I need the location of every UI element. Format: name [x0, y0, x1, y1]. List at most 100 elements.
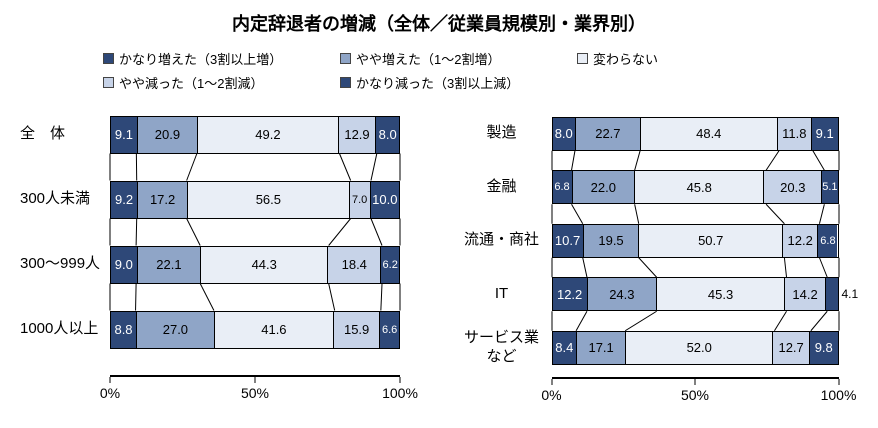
bar-segment: 6.8 [817, 224, 838, 257]
bar-segment: 50.7 [638, 224, 783, 257]
bar-segment: 8.8 [111, 311, 137, 348]
bar-segment: 9.8 [808, 331, 838, 364]
category-label: サービス業など [463, 329, 539, 365]
chart-row: 全 体 9.1 20.9 49.2 12.9 8.0 [14, 102, 440, 167]
category-label: 流通・商社 [463, 231, 539, 249]
stacked-bar: 9.0 22.1 44.3 18.4 6.2 [110, 245, 400, 284]
outside-value-label: 4.1 [841, 287, 859, 302]
bar-segment: 8.0 [375, 116, 399, 153]
chart-title: 内定辞退者の増減（全体／従業員規模別・業界別） [232, 14, 646, 34]
bar-container: 6.8 22.0 45.8 20.3 5.1 [551, 170, 839, 205]
legend-swatch-icon [340, 77, 351, 88]
bar-segment: 9.0 [111, 246, 137, 283]
bar-container: 8.4 17.1 52.0 12.7 9.8 [551, 330, 839, 365]
bar-segment: 6.8 [552, 171, 572, 204]
axis-tick [694, 378, 696, 385]
axis-tick-label: 0% [541, 386, 562, 403]
bar-container: 12.2 24.3 45.3 14.2 4.1 [551, 277, 859, 312]
bar-segment: 19.5 [582, 224, 639, 257]
stacked-bar: 12.2 24.3 45.3 14.2 [551, 277, 839, 312]
category-label: 300～999人 [20, 255, 101, 273]
bar-segment: 41.6 [213, 311, 334, 348]
bar-segment: 6.6 [379, 311, 399, 348]
bar-segment: 12.2 [782, 224, 818, 257]
stacked-bar: 6.8 22.0 45.8 20.3 5.1 [551, 170, 839, 205]
legend-swatch-icon [340, 53, 351, 64]
legend-swatch-icon [103, 53, 114, 64]
bar-segment: 15.9 [333, 311, 380, 348]
bar-segment: 44.3 [200, 246, 328, 283]
bar-segment [825, 278, 838, 311]
bar-segment: 22.0 [571, 171, 635, 204]
bar-container: 8.8 27.0 41.6 15.9 6.6 [110, 310, 400, 349]
bar-segment: 12.7 [772, 331, 809, 364]
bar-segment: 18.4 [327, 246, 381, 283]
axis-tick [838, 378, 839, 385]
bar-segment: 10.0 [369, 181, 399, 218]
bar-segment: 7.0 [348, 181, 370, 218]
category-label: IT [494, 284, 509, 302]
axis-tick [399, 377, 401, 383]
legend-label: かなり増えた（3割以上増） [119, 52, 283, 67]
chart-panel-0: 全 体 9.1 20.9 49.2 12.9 8.0 300人未満 9.2 17.2 56.5 7.… [14, 102, 440, 403]
bar-container: 9.2 17.2 56.5 7.0 10.0 [110, 180, 400, 219]
bar-segment: 8.4 [552, 331, 577, 364]
connector-lines [109, 153, 401, 311]
bar-segment: 5.1 [821, 171, 838, 204]
x-axis: 0% 50% 100% [100, 375, 418, 401]
bar-segment: 9.1 [810, 117, 838, 150]
bar-container: 9.1 20.9 49.2 12.9 8.0 [110, 115, 400, 154]
bar-segment: 45.3 [655, 278, 785, 311]
legend: かなり増えた（3割以上増） やや増えた（1～2割増） 変わらないやや減った（1～2割… [103, 49, 878, 92]
bar-segment: 11.8 [776, 117, 811, 150]
stacked-bar: 8.8 27.0 41.6 15.9 6.6 [110, 310, 400, 349]
bar-segment: 17.2 [137, 181, 188, 218]
legend-item: かなり増えた（3割以上増） [103, 49, 340, 68]
bar-segment: 27.0 [136, 311, 214, 348]
legend-label: 変わらない [593, 52, 659, 67]
bar-segment: 9.1 [111, 116, 137, 153]
stacked-bar: 9.1 20.9 49.2 12.9 8.0 [110, 115, 400, 154]
chart-row: 金融 6.8 22.0 45.8 20.3 5.1 [460, 161, 878, 215]
connector-lines [551, 150, 839, 332]
bar-segment: 6.2 [380, 246, 399, 283]
bar-segment: 17.1 [576, 331, 626, 364]
bar-segment: 12.9 [337, 116, 376, 153]
chart-panel-1: 製造 8.0 22.7 48.4 11.8 9.1 金融 6.8 22.0 45.8 20.3 5.1… [460, 102, 878, 403]
bar-segment: 12.2 [552, 278, 587, 311]
bar-segment: 20.9 [136, 116, 198, 153]
bar-container: 9.0 22.1 44.3 18.4 6.2 [110, 245, 400, 284]
bar-segment: 9.2 [111, 181, 138, 218]
bar-segment: 49.2 [197, 116, 338, 153]
stacked-bar: 8.4 17.1 52.0 12.7 9.8 [551, 330, 839, 365]
axis-tick [254, 377, 256, 383]
axis-tick [109, 377, 111, 383]
legend-label: やや減った（1～2割減） [119, 76, 264, 91]
axis-tick-label: 0% [99, 385, 121, 401]
legend-row: やや減った（1～2割減） かなり減った（3割以上減） [103, 73, 878, 92]
chart-row: 流通・商社 10.7 19.5 50.7 12.2 6.8 [460, 214, 878, 268]
category-label: 300人未満 [20, 190, 91, 208]
stacked-bar: 8.0 22.7 48.4 11.8 9.1 [551, 116, 839, 151]
bar-segment: 48.4 [639, 117, 777, 150]
legend-item: やや減った（1～2割減） [103, 73, 340, 92]
category-label: 金融 [486, 177, 517, 195]
axis-tick-label: 50% [240, 385, 270, 401]
axis-tick-label: 100% [820, 386, 857, 403]
panels: 全 体 9.1 20.9 49.2 12.9 8.0 300人未満 9.2 17.2 56.5 7.… [0, 102, 878, 403]
legend-swatch-icon [103, 77, 114, 88]
legend-label: やや増えた（1～2割増） [356, 52, 501, 67]
bar-segment: 24.3 [586, 278, 656, 311]
legend-item: かなり減った（3割以上減） [340, 73, 577, 92]
chart-row: 製造 8.0 22.7 48.4 11.8 9.1 [460, 107, 878, 161]
chart-row: サービス業など 8.4 17.1 52.0 12.7 9.8 [460, 321, 878, 375]
axis-tick [551, 378, 552, 385]
bar-segment: 10.7 [552, 224, 583, 257]
bar-segment: 22.1 [136, 246, 201, 283]
axis-tick-label: 50% [680, 386, 710, 403]
bar-segment: 20.3 [763, 171, 822, 204]
legend-item: やや増えた（1～2割増） [340, 49, 577, 68]
bar-segment: 56.5 [187, 181, 349, 218]
bar-segment: 8.0 [552, 117, 575, 150]
